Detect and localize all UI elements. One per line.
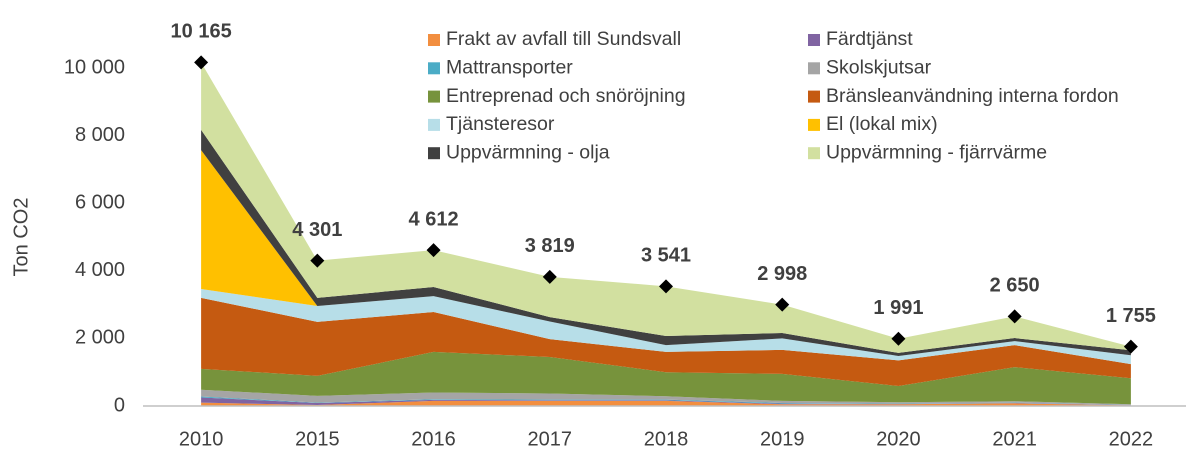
- total-marker: [194, 55, 209, 70]
- total-label: 3 819: [525, 235, 575, 257]
- total-label: 4 301: [292, 219, 342, 241]
- x-tick-label: 2015: [295, 428, 340, 450]
- legend-label: Skolskjutsar: [826, 56, 932, 78]
- x-tick-label: 2017: [528, 428, 573, 450]
- legend-swatch: [808, 90, 820, 103]
- y-tick-label: 4 000: [75, 259, 125, 281]
- x-tick-label: 2018: [644, 428, 689, 450]
- area: [201, 396, 1131, 406]
- x-tick-label: 2010: [179, 428, 224, 450]
- total-label: 10 165: [171, 21, 232, 43]
- total-marker: [426, 243, 441, 258]
- area: [201, 297, 1131, 387]
- x-tick-label: 2021: [992, 428, 1037, 450]
- x-tick-label: 2019: [760, 428, 805, 450]
- y-tick-label: 0: [114, 394, 125, 416]
- y-tick-label: 6 000: [75, 191, 125, 213]
- legend-swatch: [808, 147, 820, 160]
- legend-label: El (lokal mix): [826, 113, 938, 135]
- area: [201, 351, 1131, 405]
- legend-swatch: [808, 118, 820, 131]
- total-marker: [310, 253, 325, 268]
- total-label: 4 612: [409, 208, 459, 230]
- legend-swatch: [808, 62, 820, 75]
- legend-label: Tjänsteresor: [446, 113, 555, 135]
- legend-swatch: [428, 62, 440, 75]
- total-marker: [1123, 339, 1138, 354]
- total-marker: [1007, 309, 1022, 324]
- area: [201, 62, 1131, 353]
- total-marker: [542, 269, 557, 284]
- legend-swatch: [428, 34, 440, 46]
- total-marker: [659, 279, 673, 294]
- legend-label: Entreprenad och snöröjning: [446, 85, 686, 107]
- y-tick-label: 2 000: [75, 327, 125, 349]
- x-tick-label: 2022: [1109, 428, 1154, 450]
- x-tick-label: 2020: [876, 428, 921, 450]
- total-marker: [891, 331, 906, 346]
- area: [201, 400, 1131, 406]
- total-label: 2 998: [757, 263, 807, 285]
- legend-swatch: [428, 118, 440, 131]
- area: [201, 289, 1131, 365]
- legend-swatch: [428, 147, 440, 160]
- total-label: 1 991: [873, 297, 923, 319]
- legend-label: Uppvärmning - fjärrvärme: [826, 141, 1047, 163]
- total-label: 1 755: [1106, 305, 1156, 327]
- legend-label: Uppvärmning - olja: [446, 141, 610, 163]
- total-marker: [775, 297, 790, 312]
- x-tick-label: 2016: [411, 428, 456, 450]
- total-label: 2 650: [990, 275, 1040, 297]
- legend-label: Frakt av avfall till Sundsvall: [446, 28, 681, 50]
- legend-swatch: [428, 90, 440, 103]
- area: [201, 397, 1131, 406]
- total-label: 3 541: [641, 245, 691, 267]
- legend-label: Färdtjänst: [826, 28, 913, 50]
- legend-swatch: [808, 34, 820, 46]
- y-tick-label: 10 000: [64, 56, 125, 78]
- y-tick-label: 8 000: [75, 124, 125, 146]
- legend-label: Mattransporter: [446, 56, 573, 78]
- y-axis-title: Ton CO2: [10, 198, 32, 277]
- area: [201, 389, 1131, 405]
- legend-label: Bränsleanvändning interna fordon: [826, 85, 1119, 107]
- legend: Frakt av avfall till Sundsvall Färdtjänst…: [428, 28, 1119, 163]
